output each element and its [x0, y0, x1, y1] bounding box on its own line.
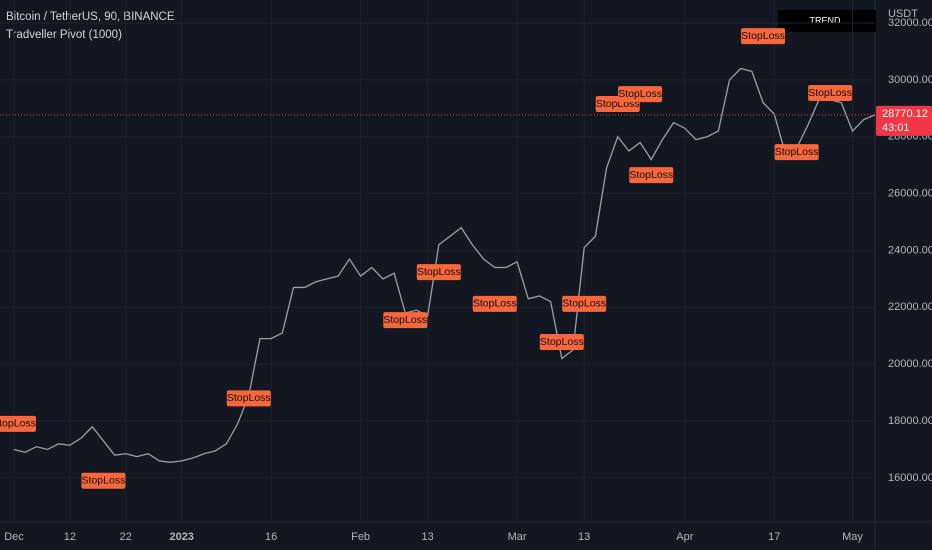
stoploss-label: StopLoss [562, 298, 606, 310]
x-tick-label: Mar [508, 531, 527, 543]
x-tick-label: May [842, 531, 863, 543]
stoploss-label-box [618, 86, 663, 103]
y-tick-label: 20000.00 [888, 358, 932, 370]
x-tick-label: 17 [768, 531, 780, 543]
y-tick-label: 18000.00 [888, 415, 932, 427]
chart-title: Bitcoin / TetherUS, 90, BINANCE [6, 11, 175, 23]
x-tick-label: 13 [422, 531, 434, 543]
stoploss-label-box [472, 295, 517, 312]
stoploss-label: StopLoss [82, 475, 126, 487]
stoploss-label-box [774, 144, 819, 161]
price-line [13, 67, 876, 463]
x-tick-label: 12 [64, 531, 76, 543]
x-tick-label: Feb [351, 531, 370, 543]
stoploss-label-box [808, 84, 853, 101]
y-tick-label: 26000.00 [888, 188, 932, 200]
stoploss-label: StopLoss [775, 146, 819, 158]
x-tick-label: 13 [578, 531, 590, 543]
stoploss-label-box [81, 472, 126, 489]
stoploss-label-box [416, 264, 461, 281]
stoploss-label: StopLoss [741, 30, 785, 42]
stoploss-label-box [562, 295, 607, 312]
y-tick-label: 24000.00 [888, 244, 932, 256]
stoploss-label-box [741, 28, 786, 45]
stoploss-label: StopLoss [0, 418, 36, 430]
stoploss-label: StopLoss [629, 169, 673, 181]
y-tick-label: 16000.00 [888, 472, 932, 484]
stoploss-label-box [0, 415, 36, 432]
y-tick-label: 32000.00 [888, 17, 932, 29]
x-tick-label: 2023 [169, 531, 193, 543]
last-price-box [876, 105, 932, 136]
stoploss-label: StopLoss [540, 336, 584, 348]
stoploss-label: StopLoss [227, 392, 271, 404]
stoploss-label: StopLoss [383, 314, 427, 326]
x-tick-label: 22 [120, 531, 132, 543]
x-tick-label: 16 [265, 531, 277, 543]
x-tick-label: Apr [676, 531, 693, 543]
indicator-name: Tradveller Pivot (1000) [6, 29, 122, 41]
y-tick-label: 22000.00 [888, 301, 932, 313]
stoploss-label-box [226, 390, 271, 407]
stoploss-label: StopLoss [808, 87, 852, 99]
x-tick-label: Dec [4, 531, 24, 543]
stoploss-label-box [629, 167, 674, 184]
stoploss-label: StopLoss [618, 88, 662, 100]
countdown-label: 43:01 [882, 122, 910, 134]
trend-label: TREND [810, 15, 841, 25]
y-axis-label: USDT [888, 8, 918, 20]
stoploss-label: StopLoss [417, 266, 461, 278]
stoploss-label-box [383, 312, 428, 329]
stoploss-label: StopLoss [473, 298, 517, 310]
stoploss-label-box [539, 334, 584, 351]
y-tick-label: 30000.00 [888, 74, 932, 86]
last-price-label: 28770.12 [882, 108, 928, 120]
trend-box [778, 10, 876, 32]
